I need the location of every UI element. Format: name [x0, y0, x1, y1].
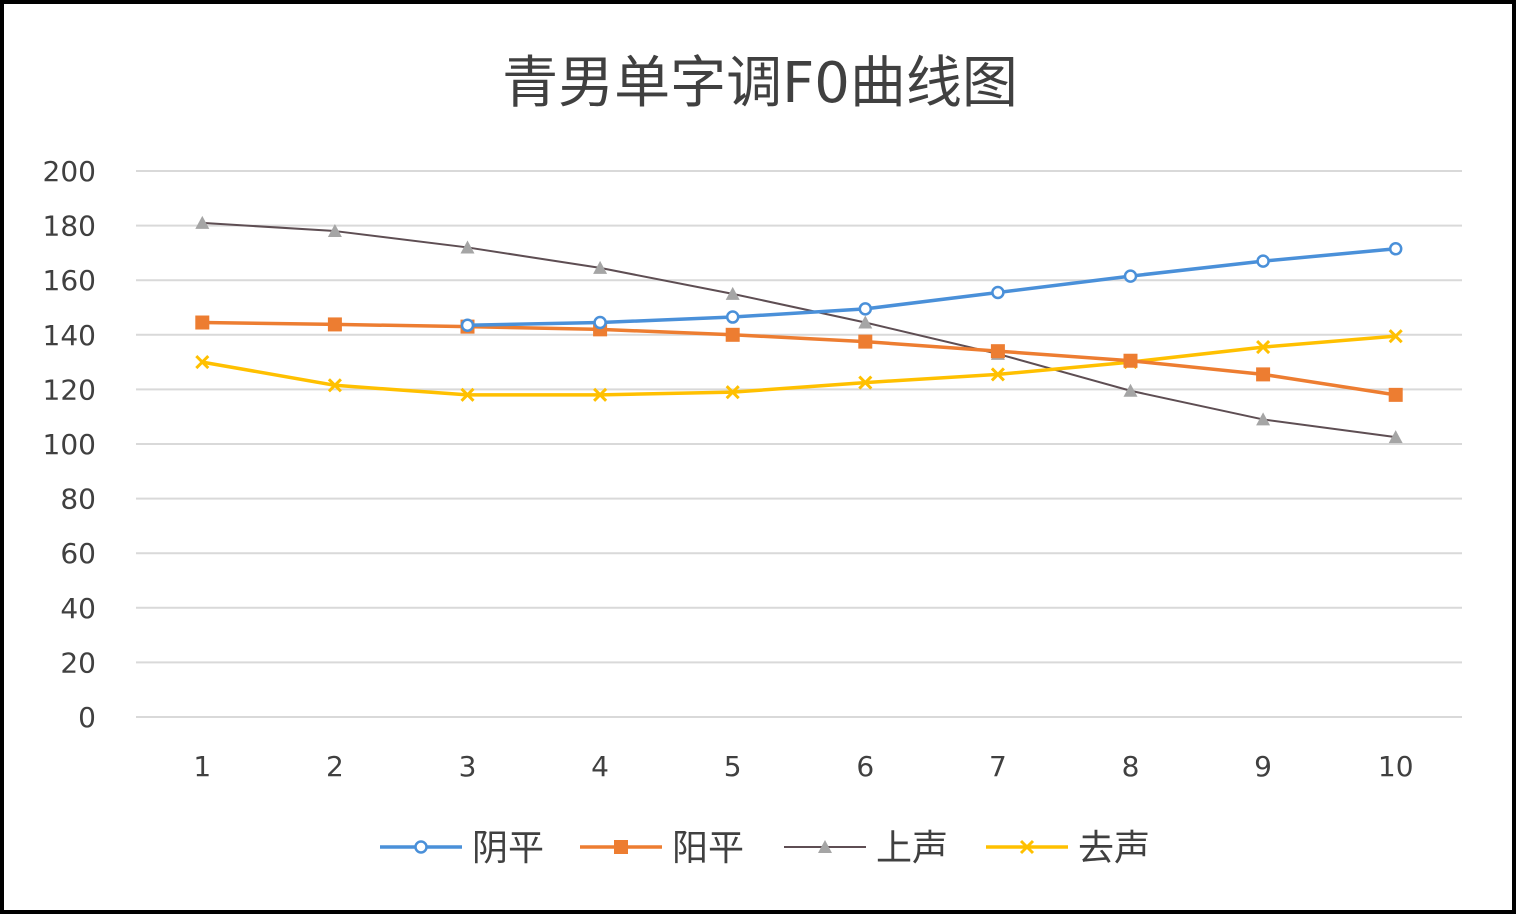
- data-point: [593, 260, 608, 274]
- x-tick-label: 9: [1254, 750, 1272, 783]
- legend-marker: [1019, 839, 1035, 855]
- series-1: [460, 242, 1403, 332]
- x-tick-label: 3: [459, 750, 477, 783]
- data-point: [858, 315, 873, 329]
- legend-item-4[interactable]: 去声: [986, 828, 1150, 869]
- x-tick-label: 7: [989, 750, 1007, 783]
- y-tick-label: 0: [78, 701, 96, 734]
- legend-marker: [414, 840, 428, 854]
- data-point: [460, 240, 475, 254]
- x-tick-label: 1: [193, 750, 211, 783]
- data-point: [1256, 367, 1271, 382]
- x-tick-label: 5: [724, 750, 742, 783]
- data-point: [460, 387, 475, 402]
- data-point: [991, 285, 1005, 300]
- series-line: [202, 221, 1396, 439]
- data-point: [327, 224, 342, 238]
- data-point: [725, 286, 740, 300]
- data-point: [593, 315, 607, 330]
- data-point: [195, 315, 210, 330]
- data-point: [1256, 412, 1271, 426]
- series-line: [201, 334, 1396, 397]
- data-point: [327, 378, 342, 393]
- y-tick-label: 140: [43, 319, 96, 352]
- legend-marker: [614, 840, 628, 854]
- data-point: [725, 310, 740, 324]
- x-tick-label: 8: [1122, 750, 1140, 783]
- x-axis-ticks: 1 2 3 4 5 6 7 8 9 10: [193, 750, 1413, 783]
- data-point: [327, 317, 342, 332]
- y-axis-ticks: 0 20 40 60 80 100 120 140 160 180 200: [43, 155, 96, 734]
- data-point: [1388, 329, 1403, 344]
- data-point: [1256, 340, 1271, 355]
- legend-label: 阴平: [472, 828, 544, 869]
- data-point: [858, 375, 873, 390]
- y-tick-label: 20: [60, 646, 96, 679]
- x-tick-label: 4: [591, 750, 609, 783]
- y-tick-label: 60: [60, 537, 96, 570]
- data-point: [1388, 387, 1403, 402]
- series-layer: [195, 215, 1403, 444]
- y-tick-label: 120: [43, 373, 96, 406]
- data-point: [195, 215, 210, 229]
- series-line: [467, 247, 1396, 327]
- x-tick-label: 6: [856, 750, 874, 783]
- y-tick-label: 160: [43, 264, 96, 297]
- series-3: [195, 215, 1403, 444]
- legend-marker: [818, 840, 832, 853]
- x-tick-label: 2: [326, 750, 344, 783]
- data-point: [1123, 269, 1138, 283]
- legend-item-3[interactable]: 上声: [784, 828, 948, 869]
- y-tick-label: 40: [60, 592, 96, 625]
- data-point: [990, 344, 1005, 359]
- x-tick-label: 10: [1378, 750, 1414, 783]
- gridlines: [136, 170, 1462, 718]
- y-tick-label: 200: [43, 155, 96, 188]
- data-point: [1388, 242, 1403, 256]
- data-point: [1123, 353, 1138, 368]
- data-point: [593, 387, 608, 402]
- legend-item-2[interactable]: 阳平: [580, 828, 744, 869]
- data-point: [725, 385, 740, 400]
- data-point: [1256, 254, 1270, 268]
- data-point: [1123, 383, 1138, 397]
- data-point: [858, 334, 873, 349]
- line-chart: 青男单字调F0曲线图 0 20 40 60 80 100 120 140 160 180 200 1…: [43, 51, 1462, 869]
- legend-item-1[interactable]: 阴平: [380, 828, 544, 869]
- y-tick-label: 180: [43, 210, 96, 243]
- data-point: [1388, 430, 1403, 444]
- data-point: [195, 355, 210, 370]
- y-tick-label: 80: [60, 483, 96, 516]
- chart-title: 青男单字调F0曲线图: [502, 51, 1018, 116]
- data-point: [858, 302, 873, 316]
- legend[interactable]: 阴平 阳平 上声 去声: [380, 828, 1150, 869]
- legend-label: 阳平: [672, 828, 744, 869]
- data-point: [725, 327, 740, 342]
- legend-label: 上声: [876, 828, 948, 869]
- data-point: [460, 318, 475, 332]
- y-tick-label: 100: [43, 428, 96, 461]
- series-line: [202, 320, 1396, 397]
- legend-label: 去声: [1078, 828, 1150, 869]
- data-point: [990, 367, 1005, 382]
